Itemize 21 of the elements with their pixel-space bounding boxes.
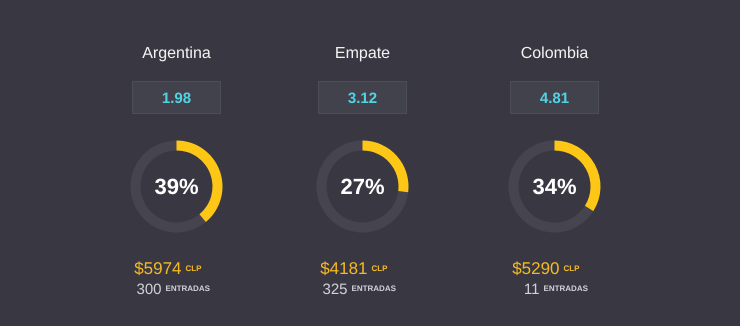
data-label: 39%	[154, 174, 199, 199]
text: ENTRADAS	[544, 284, 589, 293]
text: 4.81	[540, 90, 570, 107]
chart-title: Argentina	[142, 45, 211, 62]
text: $5974	[134, 259, 182, 278]
text: CLP	[564, 264, 580, 273]
text: CLP	[372, 264, 388, 273]
text: ENTRADAS	[166, 284, 211, 293]
chart-title: Colombia	[520, 45, 588, 62]
text: 11	[524, 281, 540, 298]
text: $4181	[320, 259, 368, 278]
text: 300	[136, 281, 162, 298]
text: 325	[322, 281, 348, 298]
text: ENTRADAS	[352, 284, 397, 293]
text: $5290	[512, 259, 560, 278]
data-label: 34%	[532, 174, 577, 199]
chart-title: Empate	[334, 45, 390, 62]
text: 1.98	[162, 90, 192, 107]
text: 3.12	[348, 90, 378, 107]
text: CLP	[186, 264, 202, 273]
data-label: 27%	[340, 174, 385, 199]
